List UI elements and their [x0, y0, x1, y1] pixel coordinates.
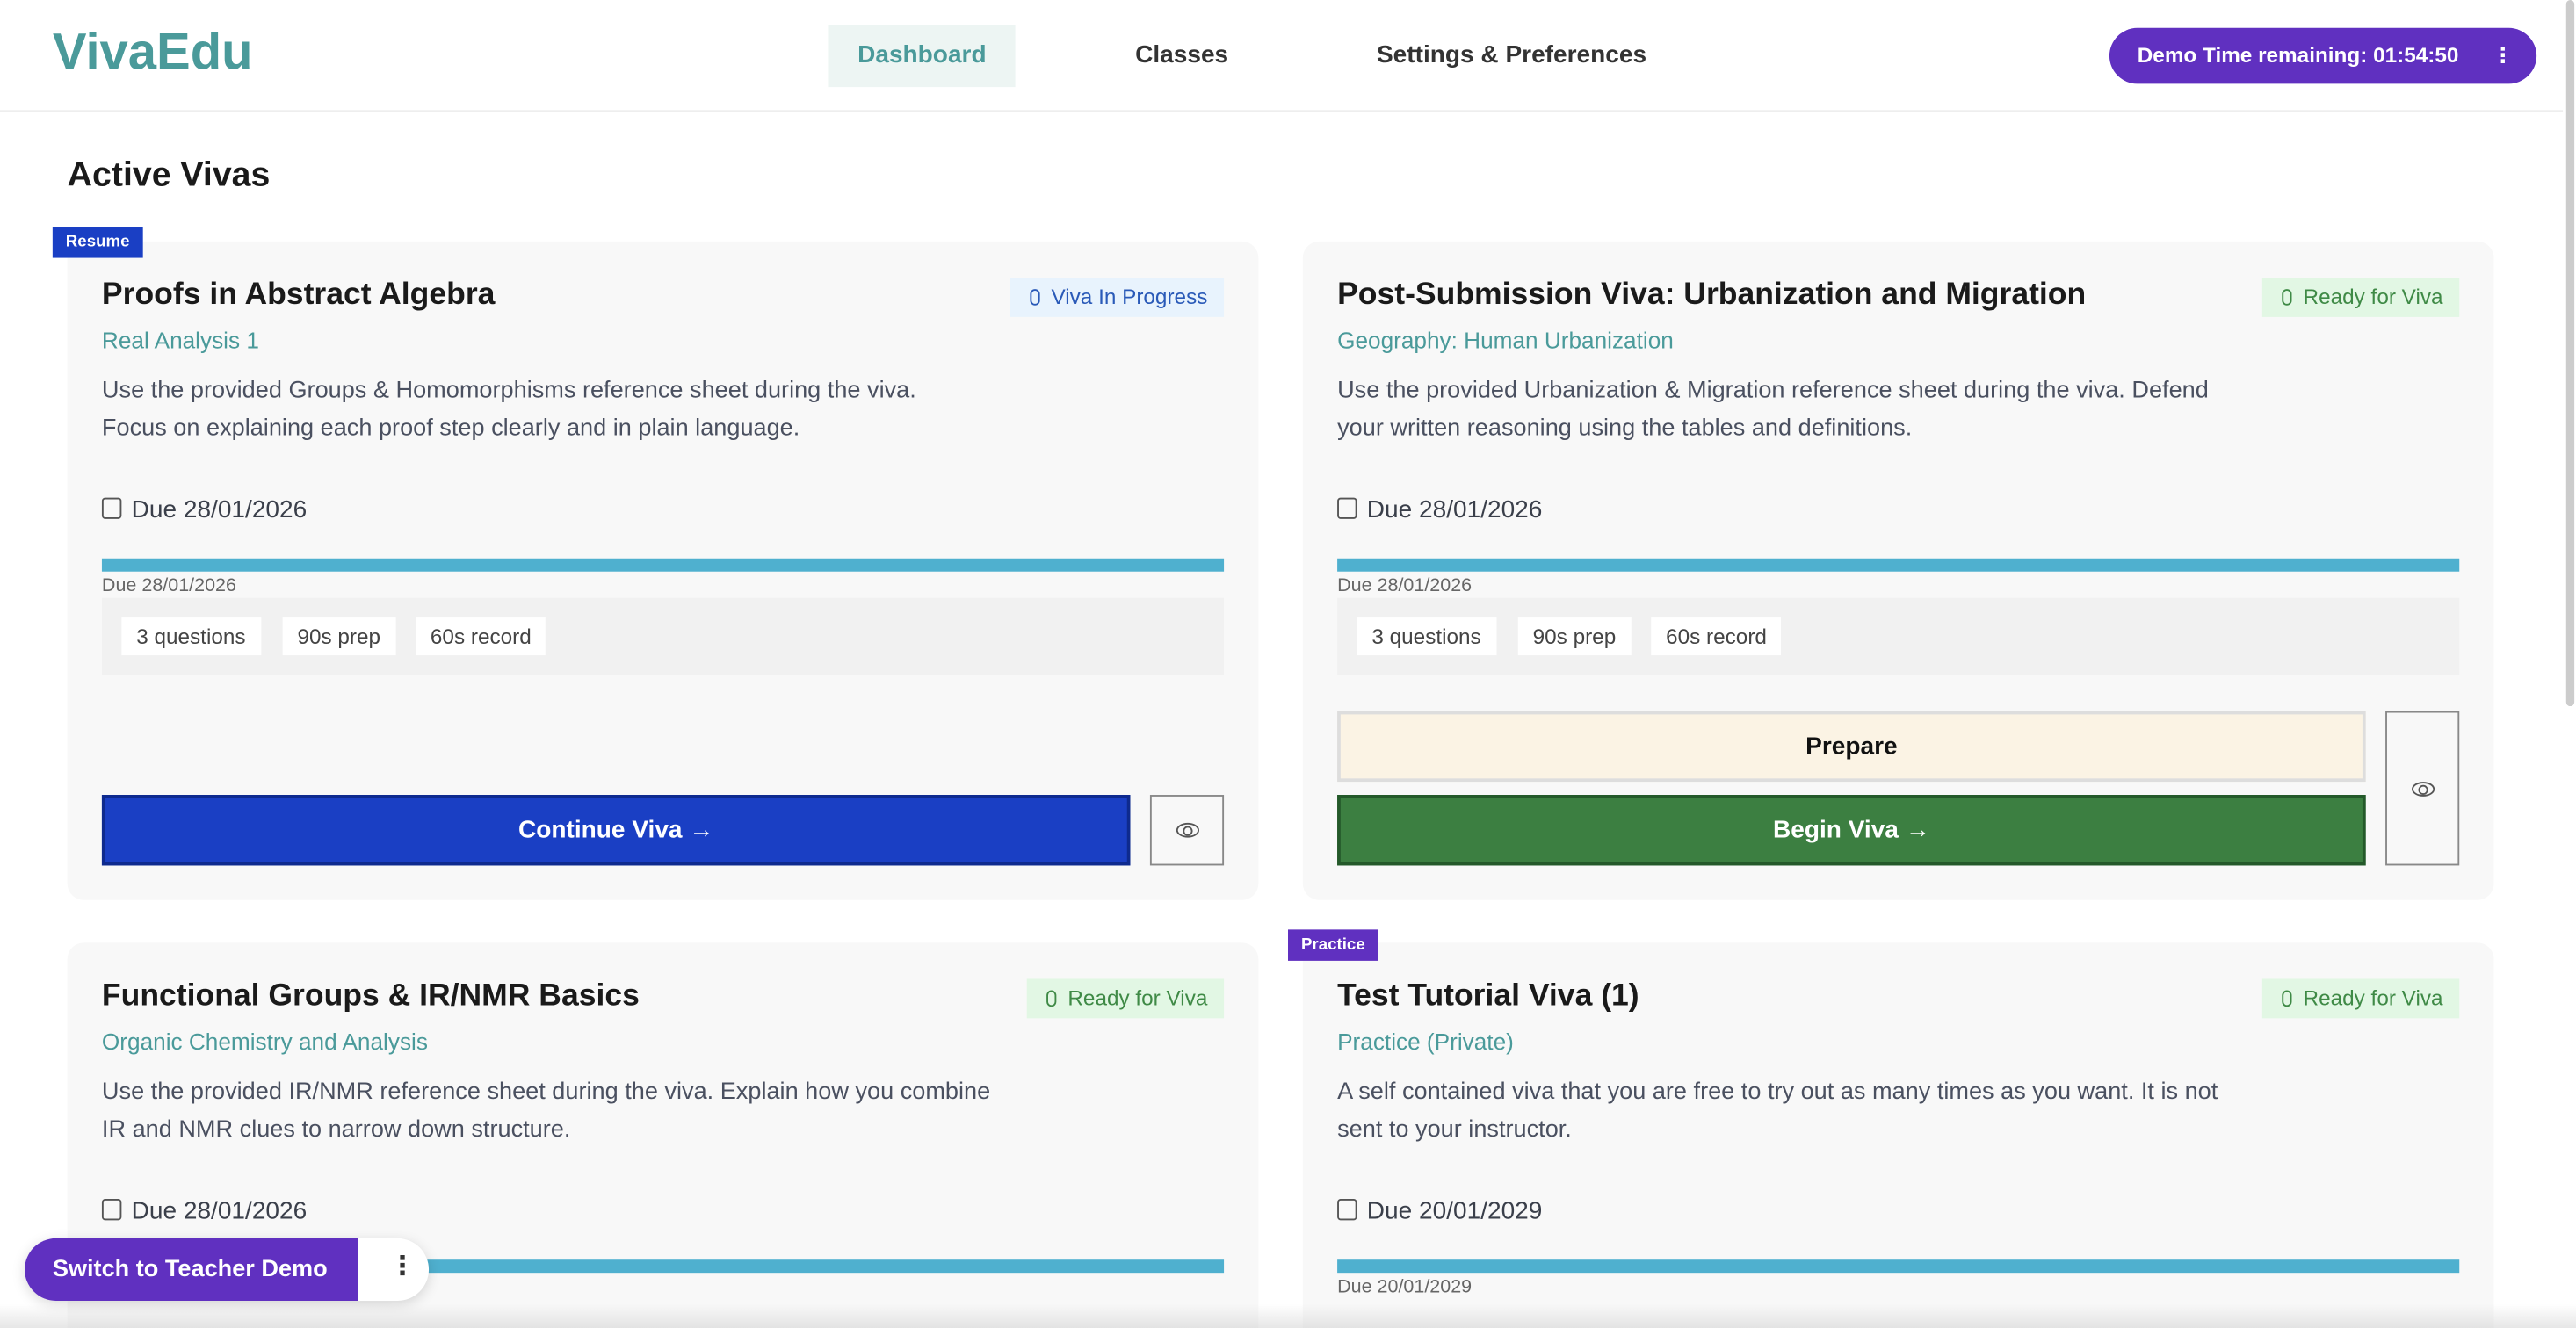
kebab-menu-icon[interactable]: ⋮	[389, 1252, 416, 1281]
card-title: Post-Submission Viva: Urbanization and M…	[1337, 278, 2087, 313]
calendar-icon	[1337, 497, 1357, 519]
due-text: Due 28/01/2026	[131, 1197, 308, 1225]
begin-viva-button[interactable]: Begin Viva →	[1337, 795, 2366, 866]
kebab-menu-icon[interactable]: ⋮	[2492, 42, 2514, 68]
due-text: Due 28/01/2026	[131, 495, 308, 524]
desc-line: A self contained viva that you are free …	[1337, 1079, 2218, 1106]
due-date: Due 20/01/2029	[1337, 1197, 1542, 1225]
switch-demo-widget: Switch to Teacher Demo ⋮	[25, 1238, 430, 1301]
microphone-icon	[1046, 990, 1057, 1007]
eye-icon	[1175, 822, 1199, 838]
chip-prep: 90s prep	[1517, 617, 1632, 656]
viva-card: Proofs in Abstract Algebra Viva In Progr…	[67, 241, 1259, 900]
page-title: Active Vivas	[67, 155, 271, 194]
status-badge: Ready for Viva	[2261, 278, 2460, 317]
chip-record: 60s record	[1651, 617, 1782, 656]
viva-card: Test Tutorial Viva (1) Ready for Viva Pr…	[1302, 942, 2494, 1328]
desc-line: IR and NMR clues to narrow down structur…	[101, 1116, 571, 1144]
nav-classes[interactable]: Classes	[1135, 40, 1229, 69]
logo[interactable]: VivaEdu	[52, 23, 253, 81]
desc-line: Use the provided IR/NMR reference sheet …	[101, 1079, 991, 1106]
demo-timer[interactable]: Demo Time remaining: 01:54:50 ⋮	[2109, 27, 2537, 84]
bottom-fade	[0, 1303, 2576, 1328]
card-subject: Geography: Human Urbanization	[1337, 327, 1674, 354]
card-subject: Organic Chemistry and Analysis	[101, 1028, 428, 1055]
viva-settings: 3 questions 90s prep 60s record	[1337, 597, 2460, 675]
status-text: Ready for Viva	[1067, 985, 1208, 1010]
chip-record: 60s record	[416, 617, 546, 656]
eye-icon	[2411, 781, 2435, 796]
desc-line: Use the provided Urbanization & Migratio…	[1337, 378, 2209, 404]
card-description: Use the provided Groups & Homomorphisms …	[102, 372, 1022, 448]
due-date: Due 28/01/2026	[1337, 495, 1543, 524]
status-badge: Ready for Viva	[2261, 978, 2460, 1019]
chip-questions: 3 questions	[1357, 617, 1496, 656]
top-header: VivaEdu Dashboard Classes Settings & Pre…	[0, 0, 2564, 112]
status-badge: Ready for Viva	[1026, 978, 1225, 1019]
chip-questions: 3 questions	[121, 617, 261, 656]
desc-line: sent to your instructor.	[1337, 1116, 1572, 1144]
calendar-icon	[101, 497, 122, 519]
progress-bar	[101, 558, 1225, 572]
scrollbar[interactable]	[2565, 0, 2575, 707]
card-subject: Real Analysis 1	[101, 327, 259, 354]
microphone-icon	[2282, 990, 2292, 1007]
due-small: Due 28/01/2026	[101, 576, 237, 596]
card-subject: Practice (Private)	[1337, 1028, 1514, 1055]
desc-line: Focus on explaining each proof step clea…	[101, 415, 800, 443]
calendar-icon	[1337, 1199, 1357, 1221]
status-text: Ready for Viva	[2303, 284, 2443, 309]
chip-prep: 90s prep	[282, 617, 395, 656]
status-text: Ready for Viva	[2303, 985, 2443, 1010]
status-badge: Viva In Progress	[1009, 278, 1225, 317]
resume-badge: Resume	[52, 227, 143, 258]
desc-line: Use the provided Groups & Homomorphisms …	[101, 378, 916, 404]
continue-viva-button[interactable]: Continue Viva →	[101, 795, 1131, 866]
card-description: Use the provided IR/NMR reference sheet …	[102, 1074, 1022, 1150]
due-small: Due 28/01/2026	[1337, 576, 1473, 596]
card-title: Functional Groups & IR/NMR Basics	[101, 978, 640, 1014]
practice-badge: Practice	[1288, 929, 1378, 961]
desc-line: your written reasoning using the tables …	[1337, 415, 1913, 443]
prepare-button[interactable]: Prepare	[1337, 711, 2366, 783]
nav-settings[interactable]: Settings & Preferences	[1376, 40, 1647, 69]
preview-button[interactable]	[2385, 711, 2460, 866]
timer-text: Demo Time remaining: 01:54:50	[2137, 42, 2459, 68]
due-date: Due 28/01/2026	[101, 495, 308, 524]
card-title: Proofs in Abstract Algebra	[101, 278, 496, 313]
microphone-icon	[2282, 289, 2292, 306]
due-date: Due 28/01/2026	[101, 1197, 308, 1225]
progress-bar	[1337, 558, 2460, 572]
viva-card: Post-Submission Viva: Urbanization and M…	[1302, 241, 2494, 900]
viva-settings: 3 questions 90s prep 60s record	[101, 597, 1225, 675]
calendar-icon	[101, 1199, 122, 1221]
due-small: Due 20/01/2029	[1337, 1277, 1473, 1298]
card-description: Use the provided Urbanization & Migratio…	[1337, 372, 2257, 448]
microphone-icon	[1030, 289, 1040, 306]
card-title: Test Tutorial Viva (1)	[1337, 978, 1639, 1014]
due-text: Due 28/01/2026	[1366, 495, 1543, 524]
card-description: A self contained viva that you are free …	[1337, 1074, 2257, 1150]
due-text: Due 20/01/2029	[1366, 1197, 1543, 1225]
preview-button[interactable]	[1149, 795, 1225, 866]
status-text: Viva In Progress	[1051, 284, 1208, 309]
progress-bar	[1337, 1259, 2460, 1274]
switch-to-teacher-button[interactable]: Switch to Teacher Demo	[25, 1238, 358, 1301]
nav-dashboard[interactable]: Dashboard	[828, 25, 1017, 88]
